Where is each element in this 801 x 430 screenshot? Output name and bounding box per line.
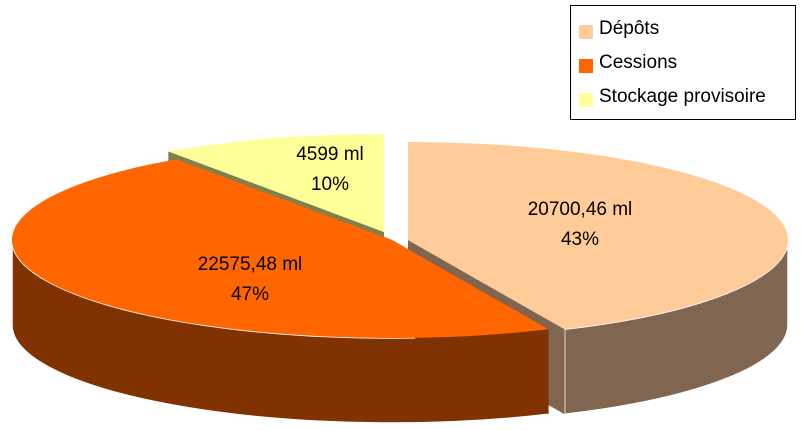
legend-label-depots: Dépôts <box>599 18 660 39</box>
legend-item-depots: Dépôts <box>571 12 795 46</box>
pie-value-label-depots: 20700,46 ml <box>528 199 633 220</box>
pie-percent-label-depots: 43% <box>561 229 599 250</box>
legend-item-cessions: Cessions <box>571 46 795 80</box>
legend-swatch-stockage <box>579 93 593 107</box>
legend-swatch-cessions <box>579 59 593 73</box>
legend-swatch-depots <box>579 25 593 39</box>
legend-item-stockage: Stockage provisoire <box>571 80 795 114</box>
pie-side-depots <box>563 239 789 416</box>
legend-label-stockage: Stockage provisoire <box>599 86 766 107</box>
pie-value-label-stockage: 4599 ml <box>296 144 364 165</box>
pie-slice-cessions <box>11 159 549 338</box>
pie-percent-label-cessions: 47% <box>231 284 269 305</box>
pie-percent-label-stockage: 10% <box>311 174 349 195</box>
chart-legend: Dépôts Cessions Stockage provisoire <box>570 5 796 120</box>
legend-label-cessions: Cessions <box>599 52 678 73</box>
pie-value-label-cessions: 22575,48 ml <box>198 254 303 275</box>
pie-slice-stockage <box>168 134 384 232</box>
pie-slice-depots <box>408 142 788 330</box>
